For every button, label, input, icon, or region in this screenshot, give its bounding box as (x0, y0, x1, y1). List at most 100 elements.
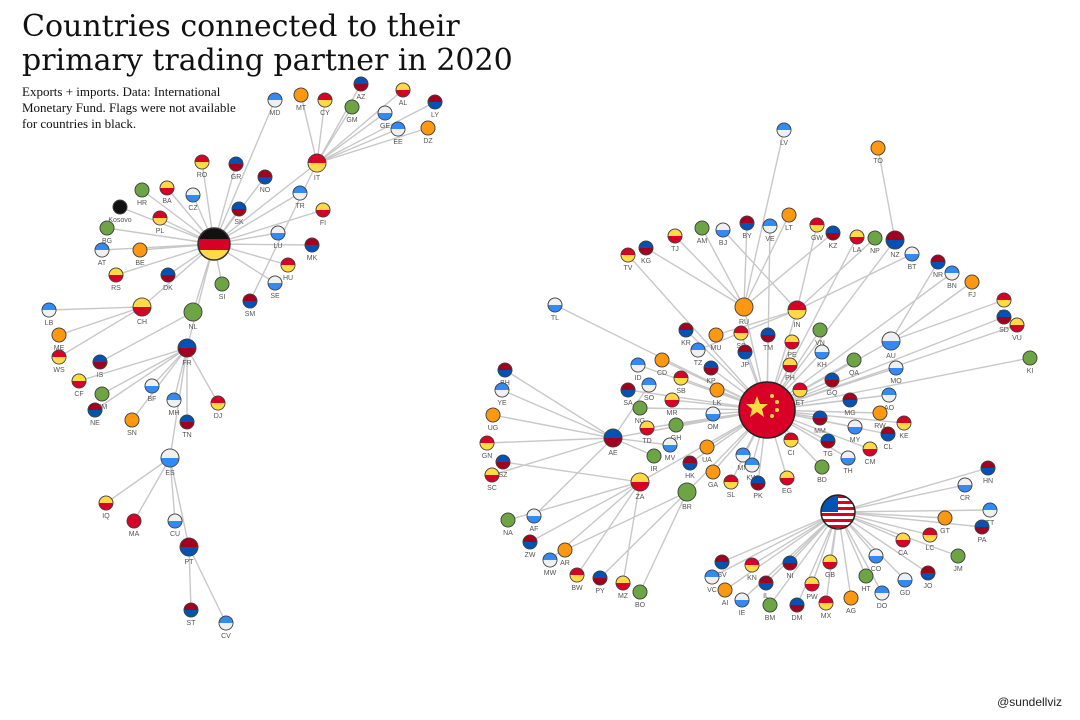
flag-border (134, 182, 150, 198)
country-label: TJ (671, 246, 679, 253)
country-node: KI (1022, 350, 1038, 375)
flag-border (703, 360, 719, 376)
country-label: IS (97, 372, 104, 379)
country-node: CO (868, 548, 884, 573)
edge (612, 384, 650, 439)
edge (491, 437, 614, 476)
edge (504, 369, 614, 439)
country-label: CL (884, 444, 893, 451)
country-label: KP (706, 378, 716, 385)
flag-border (858, 568, 874, 584)
flag-border (922, 527, 938, 543)
country-node: SI (214, 276, 230, 301)
flag-border (194, 154, 210, 170)
flag-half (496, 462, 510, 469)
country-label: HT (861, 586, 871, 593)
country-label: MG (844, 410, 855, 417)
flag-half (848, 427, 862, 434)
flag-half (674, 378, 688, 385)
flag-half (975, 527, 989, 534)
country-label: GA (708, 482, 718, 489)
flag-half (905, 254, 919, 261)
flag-border (144, 378, 160, 394)
country-label: LC (926, 545, 935, 552)
country-label: RS (111, 285, 121, 292)
country-label: VU (1012, 335, 1022, 342)
flag-half (735, 600, 749, 607)
edge (186, 243, 215, 349)
flag-half (616, 583, 630, 590)
country-label: GB (825, 572, 835, 579)
country-node: MY (847, 419, 863, 444)
country-label: KG (641, 258, 651, 265)
flag-half (668, 236, 682, 243)
flag-border (257, 169, 273, 185)
country-label: FJ (968, 292, 976, 299)
flag-border (620, 382, 636, 398)
country-label: MD (270, 110, 281, 117)
flag-half (981, 468, 995, 475)
edge (837, 511, 983, 528)
country-label: IT (314, 175, 321, 182)
flag-border (974, 519, 990, 535)
country-node: QA (846, 352, 862, 377)
flag-border (708, 327, 724, 343)
flag-border (167, 513, 183, 529)
flag-border (849, 229, 865, 245)
country-label: MV (665, 455, 676, 462)
flag-border (846, 352, 862, 368)
edge (674, 235, 745, 308)
country-label: NI (787, 573, 794, 580)
flag-border (872, 405, 888, 421)
country-label: TO (873, 158, 883, 165)
flag-border (950, 548, 966, 564)
flag-border (479, 435, 495, 451)
edge (316, 112, 386, 164)
country-node: MN (735, 447, 751, 472)
edge (169, 457, 176, 522)
flag-half (826, 233, 840, 240)
flag-half (271, 233, 285, 240)
country-node: MW (542, 552, 558, 577)
country-node: PA (974, 519, 990, 544)
country-label: ID (635, 375, 642, 382)
flag-border (108, 267, 124, 283)
flag-border (897, 572, 913, 588)
country-label: CH (137, 319, 147, 326)
country-label: AG (846, 608, 856, 615)
edge (188, 546, 192, 611)
flag-border (694, 220, 710, 236)
edge (300, 94, 318, 164)
country-label: CF (74, 391, 83, 398)
edge (186, 347, 219, 404)
country-label: CO (871, 566, 882, 573)
country-node: JM (950, 548, 966, 573)
flag-half (869, 556, 883, 563)
country-label: JP (741, 362, 750, 369)
country-node: DO (874, 585, 890, 610)
flag-half (783, 563, 797, 570)
flag-border (682, 455, 698, 471)
country-label: TM (763, 345, 773, 352)
flag-border (704, 569, 720, 585)
flag-border (353, 76, 369, 92)
flag-border (94, 242, 110, 258)
country-label: TT (986, 520, 995, 527)
flag-border (760, 327, 776, 343)
flag-border (957, 477, 973, 493)
country-label: SB (676, 388, 686, 395)
flag-half (318, 100, 332, 107)
country-node: KG (638, 240, 654, 265)
edge (99, 311, 194, 363)
flag-border (267, 275, 283, 291)
flag-border (214, 276, 230, 292)
flag-border (779, 470, 795, 486)
flag-half (396, 90, 410, 97)
flag-half (95, 250, 109, 257)
flag-half (281, 265, 295, 272)
country-node: MK (304, 237, 320, 262)
edge (599, 491, 688, 579)
flag-border (840, 450, 856, 466)
edge (115, 243, 215, 276)
flag-border (41, 302, 57, 318)
